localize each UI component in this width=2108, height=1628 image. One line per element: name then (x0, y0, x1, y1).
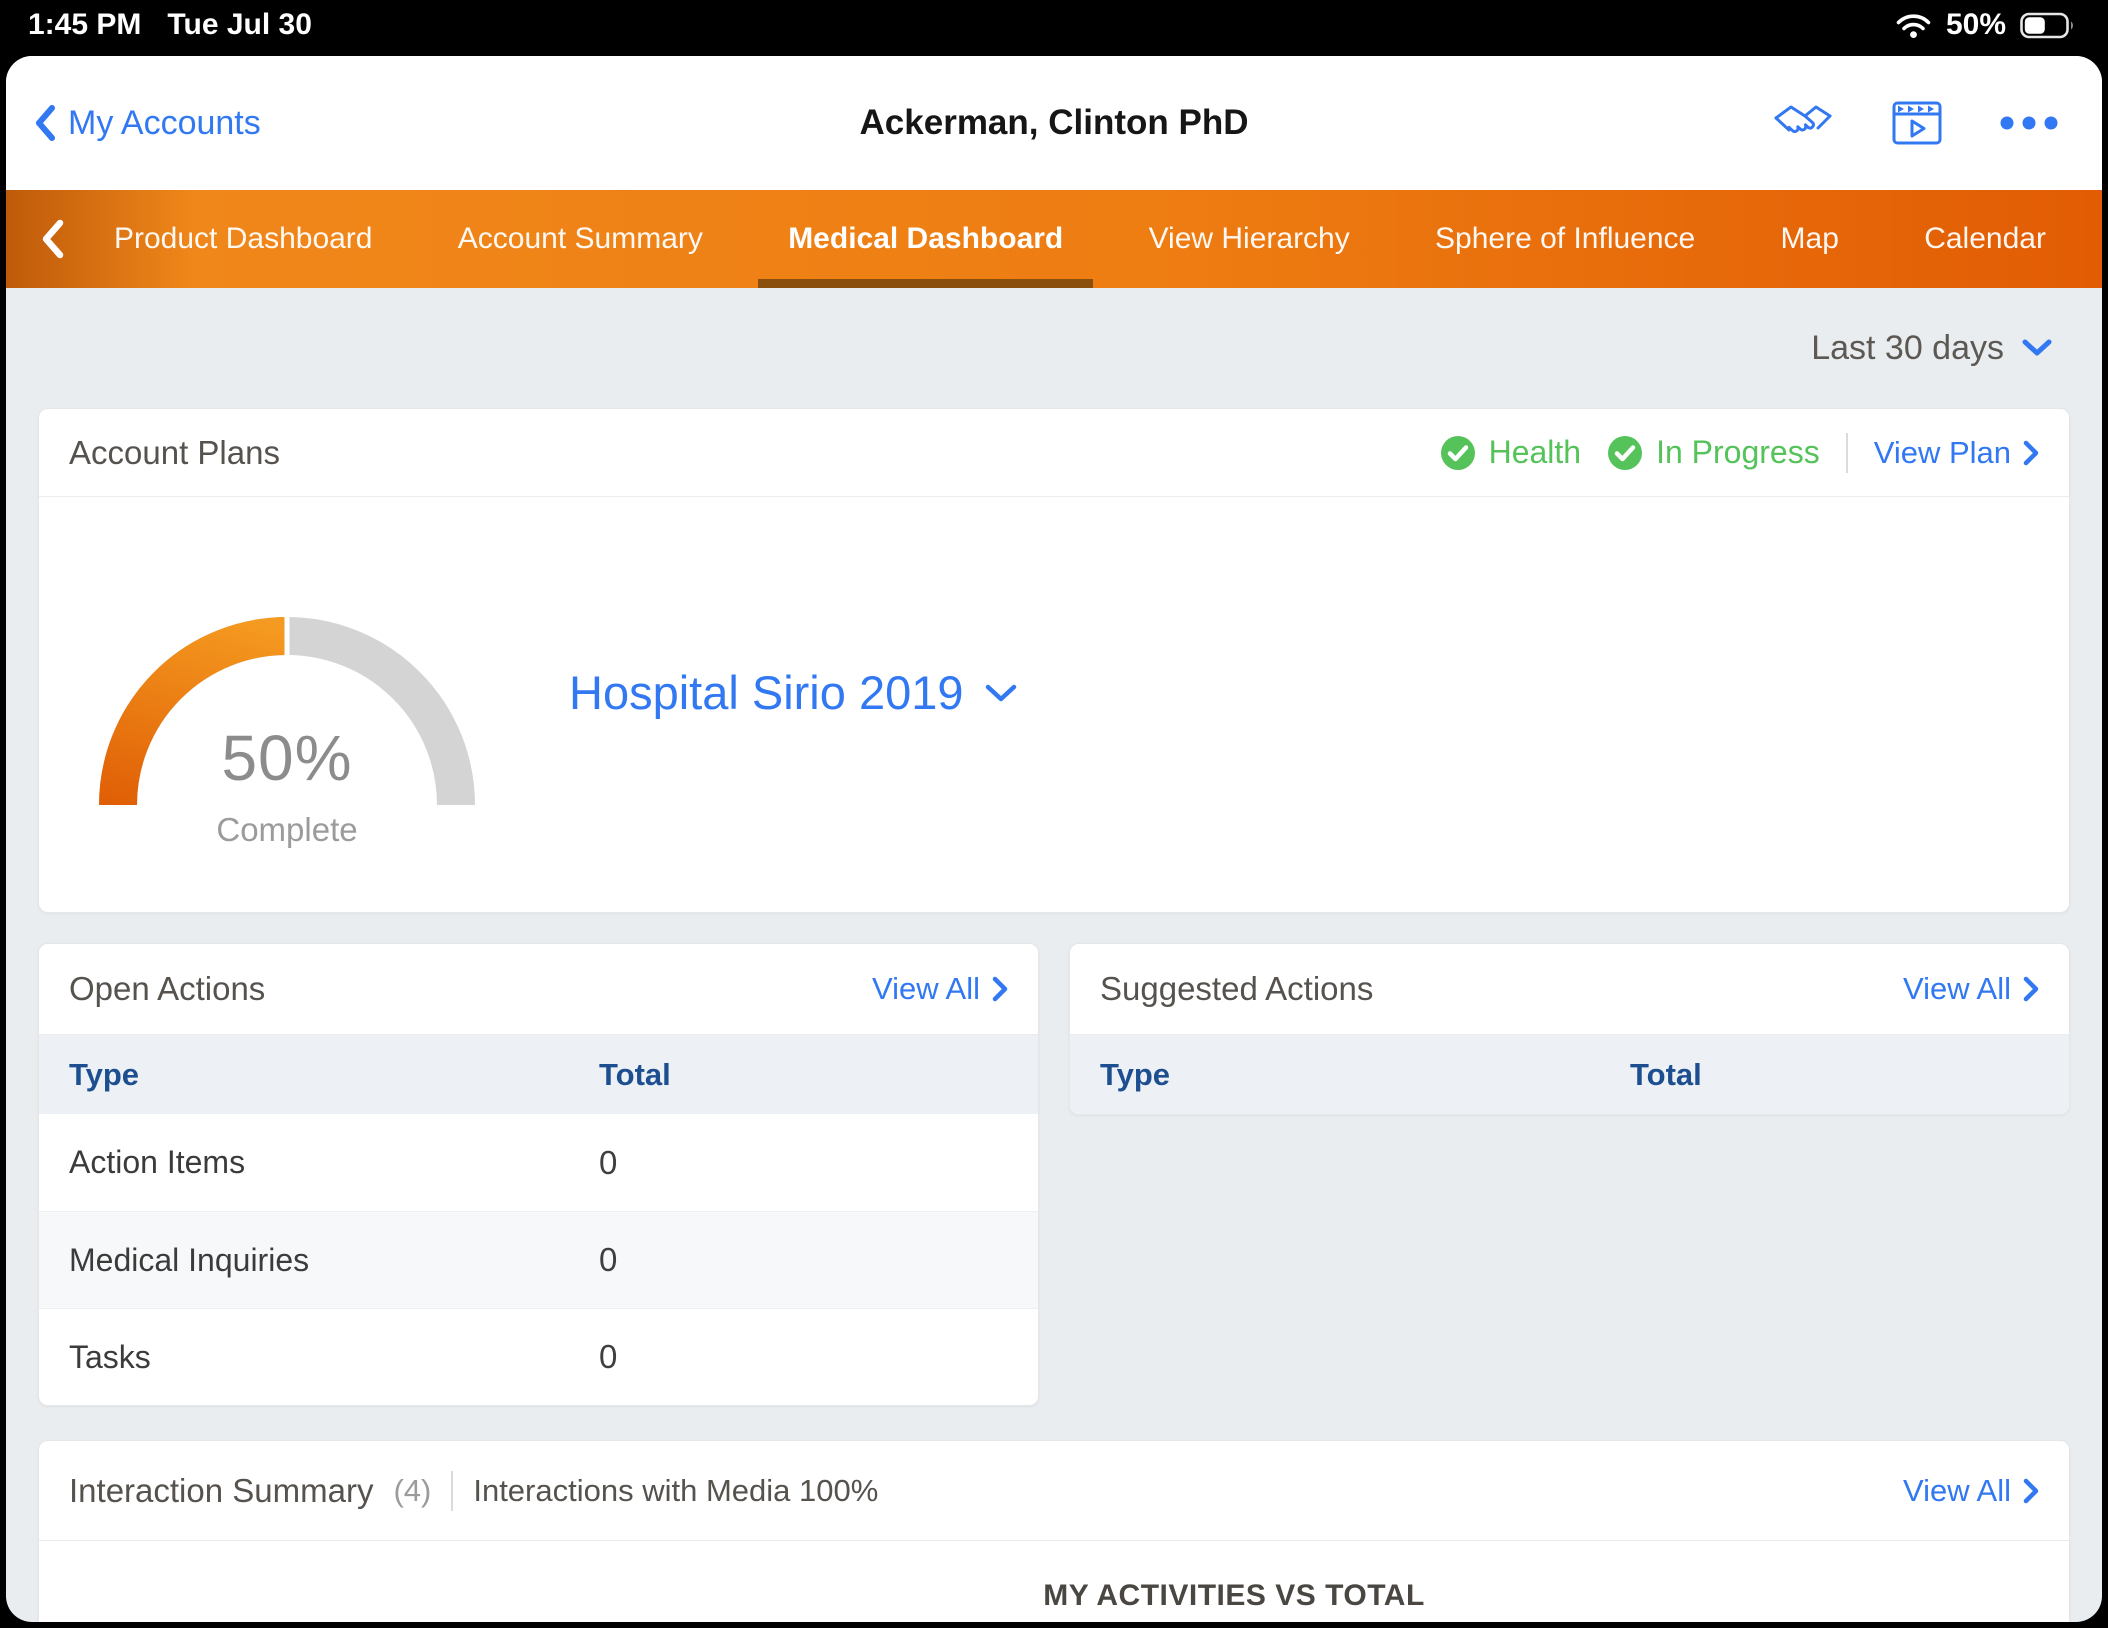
dashboard-content: Last 30 days Account Plans (6, 288, 2102, 1622)
interaction-summary-subtitle: Interactions with Media 100% (473, 1472, 879, 1508)
chevron-down-icon[interactable] (2022, 339, 2052, 357)
back-link-label: My Accounts (68, 103, 261, 142)
divider (1845, 432, 1848, 473)
row-total-cell: 0 (599, 1241, 618, 1278)
chart-section-label: MY ACTIVITIES VS TOTAL (1043, 1579, 1425, 1612)
status-time: 1:45 PM (28, 8, 142, 41)
view-plan-label: View Plan (1873, 434, 2011, 470)
tab-view-hierarchy[interactable]: View Hierarchy (1119, 190, 1380, 288)
date-range-value: Last 30 days (1811, 328, 2004, 367)
status-bar: 1:45 PM Tue Jul 30 50% (0, 0, 2108, 56)
status-in-progress-label: In Progress (1656, 434, 1820, 470)
interaction-summary-title: Interaction Summary (69, 1471, 374, 1509)
tab-label: Calendar (1924, 222, 2046, 255)
tab-sphere-of-influence[interactable]: Sphere of Influence (1405, 190, 1725, 288)
tab-account-summary[interactable]: Account Summary (428, 190, 733, 288)
account-plans-title: Account Plans (69, 433, 280, 471)
table-row[interactable]: Medical Inquiries 0 (39, 1211, 1038, 1308)
open-actions-table-body: Action Items 0 Medical Inquiries 0 Tasks 0 (39, 1114, 1038, 1405)
row-type-cell: Tasks (69, 1338, 151, 1375)
check-circle-icon (1607, 435, 1643, 471)
divider (451, 1470, 454, 1511)
plan-name-dropdown[interactable]: Hospital Sirio 2019 (569, 665, 1018, 720)
tab-product-dashboard[interactable]: Product Dashboard (84, 190, 403, 288)
tab-label: Product Dashboard (114, 222, 373, 255)
view-all-label: View All (1903, 971, 2011, 1006)
nav-back-chevron-icon[interactable] (40, 218, 64, 260)
view-all-label: View All (1903, 1472, 2011, 1508)
status-health-label: Health (1488, 434, 1582, 470)
battery-icon (2020, 12, 2076, 39)
battery-percent: 50% (1945, 8, 2006, 41)
open-actions-view-all-link[interactable]: View All (872, 971, 1008, 1007)
tab-label: Medical Dashboard (788, 222, 1064, 255)
handshake-icon[interactable] (1772, 101, 1834, 145)
tab-label: Map (1780, 222, 1839, 255)
interaction-summary-count: (4) (393, 1472, 432, 1508)
row-total-cell: 0 (599, 1338, 618, 1375)
tab-map[interactable]: Map (1751, 190, 1869, 288)
app-window: My Accounts Ackerman, Clinton PhD (6, 56, 2102, 1622)
table-row[interactable]: Tasks 0 (39, 1308, 1038, 1405)
tab-calendar[interactable]: Calendar (1894, 190, 2076, 288)
gauge-percent-value: 50% (221, 722, 353, 794)
chevron-right-icon (2023, 440, 2039, 466)
row-type-cell: Action Items (69, 1144, 246, 1180)
app-header: My Accounts Ackerman, Clinton PhD (6, 56, 2102, 190)
chevron-down-icon (984, 683, 1018, 703)
gauge-caption: Complete (216, 811, 358, 848)
chevron-right-icon (992, 976, 1008, 1002)
plan-name-label: Hospital Sirio 2019 (569, 666, 964, 719)
check-circle-icon (1440, 435, 1476, 471)
column-type: Type (69, 1056, 140, 1092)
status-in-progress: In Progress (1607, 434, 1820, 471)
section-nav-bar: Product Dashboard Account Summary Medical … (6, 190, 2102, 288)
table-row[interactable]: Action Items 0 (39, 1114, 1038, 1211)
table-header-row: Type Total (39, 1034, 1038, 1114)
row-total-cell: 0 (599, 1143, 618, 1181)
open-actions-card: Open Actions View All Type Total Actio (38, 943, 1039, 1406)
suggested-actions-view-all-link[interactable]: View All (1903, 971, 2039, 1007)
chevron-right-icon (2023, 976, 2039, 1002)
suggested-actions-title: Suggested Actions (1100, 970, 1374, 1007)
interaction-summary-chart-area: MY ACTIVITIES VS TOTAL (39, 1541, 2069, 1622)
column-total: Total (1630, 1056, 1702, 1092)
status-date: Tue Jul 30 (167, 8, 312, 41)
chevron-left-icon (34, 104, 56, 142)
ellipsis-icon[interactable] (2000, 116, 2058, 130)
row-type-cell: Medical Inquiries (69, 1241, 310, 1278)
chevron-right-icon (2023, 1478, 2039, 1504)
view-plan-link[interactable]: View Plan (1874, 435, 2039, 471)
tab-medical-dashboard[interactable]: Medical Dashboard (758, 190, 1094, 288)
nav-tabs: Product Dashboard Account Summary Medical … (84, 190, 2076, 288)
column-total: Total (599, 1056, 671, 1092)
tab-label: View Hierarchy (1148, 222, 1350, 255)
view-all-label: View All (872, 971, 980, 1006)
plan-progress-gauge: 50% Complete (77, 593, 497, 893)
tab-label: Account Summary (457, 222, 703, 255)
suggested-actions-card: Suggested Actions View All Type Total (1069, 943, 2070, 1115)
account-plans-card: Account Plans Health (38, 408, 2070, 913)
wifi-icon (1895, 12, 1932, 39)
media-player-icon[interactable] (1892, 101, 1942, 145)
tab-label: Sphere of Influence (1435, 222, 1696, 255)
open-actions-title: Open Actions (69, 970, 266, 1007)
interaction-summary-view-all-link[interactable]: View All (1903, 1473, 2039, 1509)
interaction-summary-card: Interaction Summary (4) Interactions wit… (38, 1440, 2070, 1622)
back-to-my-accounts-link[interactable]: My Accounts (34, 104, 261, 143)
status-health: Health (1440, 434, 1582, 471)
page-title: Ackerman, Clinton PhD (859, 103, 1249, 142)
table-header-row: Type Total (1070, 1034, 2069, 1114)
column-type: Type (1100, 1056, 1171, 1092)
